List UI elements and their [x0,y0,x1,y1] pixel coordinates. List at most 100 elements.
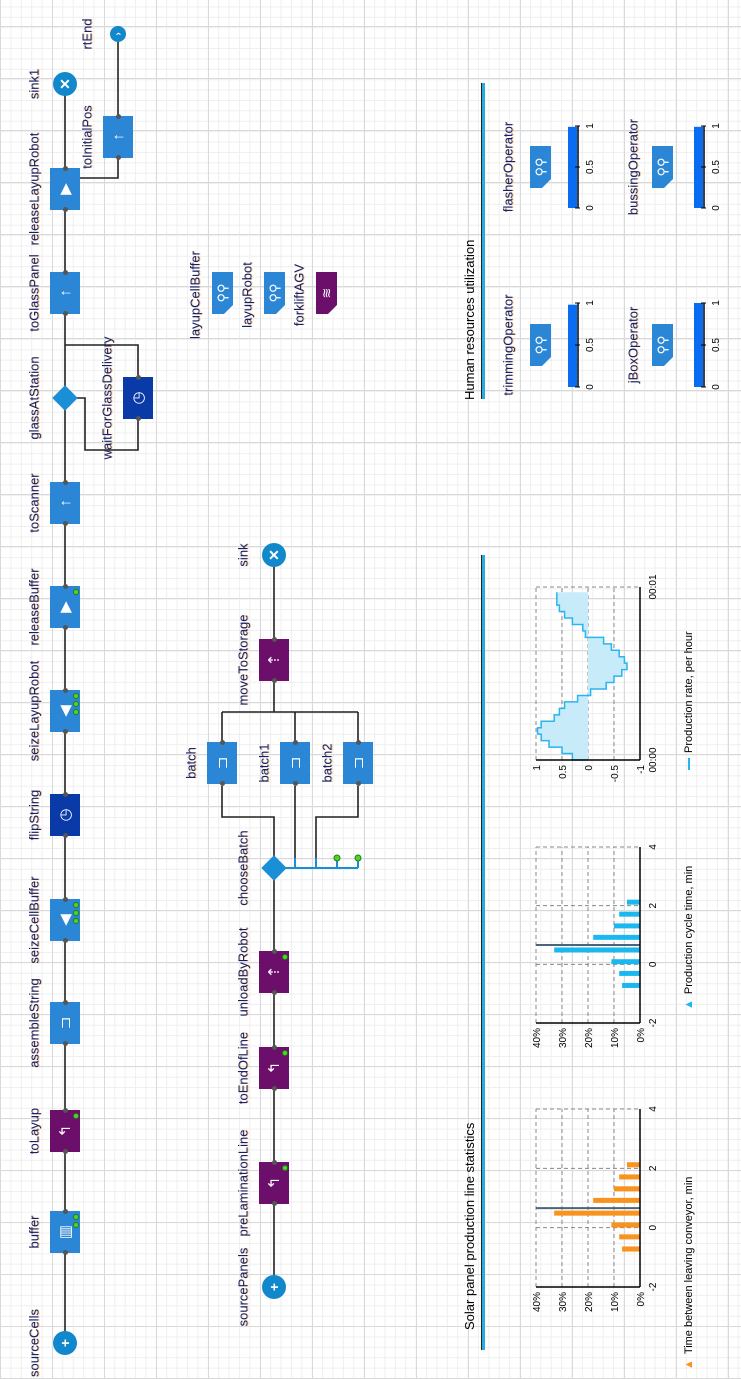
out-port[interactable] [62,584,68,589]
out-port[interactable] [62,792,68,797]
out-port[interactable] [62,688,68,693]
unconnected-port[interactable] [73,918,79,924]
in-port[interactable] [62,1149,68,1154]
in-port[interactable] [355,781,361,786]
unconnected-port[interactable] [73,701,79,707]
unconnected-port[interactable] [282,1050,288,1056]
connector[interactable] [76,157,119,179]
unconnected-port[interactable] [73,910,79,916]
unconnected-port[interactable] [73,693,79,699]
connector[interactable] [76,397,139,451]
operator-pool-tile[interactable]: ⚲⚲ [652,146,673,188]
utilization-bar [694,126,703,208]
in-port[interactable] [62,311,68,316]
in-port[interactable] [62,1250,68,1255]
hist1-bar [627,1162,640,1168]
connector[interactable] [315,786,359,858]
out-port[interactable] [271,637,277,642]
resource-forkliftagv[interactable]: ≋ [316,272,337,314]
in-port[interactable] [62,521,68,526]
unconnected-port[interactable] [354,854,362,862]
in-port[interactable] [115,155,121,160]
block-to-glass-panel[interactable]: ↑ [50,272,80,314]
block-rt-end[interactable]: › [110,26,126,42]
out-port[interactable] [271,1160,277,1165]
out-port[interactable] [355,740,361,745]
unconnected-port[interactable] [73,1113,79,1119]
block-batch[interactable]: ⊐ [207,742,237,784]
hist2-legend-label: Production cycle time, min [683,865,695,995]
move-to-icon: ↑ [109,133,127,141]
in-port[interactable] [271,1086,277,1091]
axis-tick-label: 0 [711,384,722,390]
connector[interactable] [221,786,275,858]
block-sink[interactable]: ✕ [262,543,286,567]
out-port[interactable] [271,949,277,954]
in-port[interactable] [62,938,68,943]
hist2-bar [619,911,641,917]
operator-pool-tile[interactable]: ⚲⚲ [652,324,673,366]
in-port[interactable] [271,990,277,995]
operator-pool-tile[interactable]: ⚲⚲ [530,146,551,188]
in-port[interactable] [219,781,225,786]
unconnected-port[interactable] [73,589,79,595]
block-sink1[interactable]: ✕ [53,72,77,96]
unconnected-port[interactable] [73,1214,79,1220]
out-port[interactable] [62,1209,68,1214]
block-to-initial-pos[interactable]: ↑ [103,116,133,158]
block-batch2[interactable]: ⊐ [343,742,373,784]
unconnected-port[interactable] [333,854,341,862]
move-by-icon: ↰ [266,1061,283,1075]
out-port[interactable] [62,166,68,171]
unconnected-port[interactable] [73,1222,79,1228]
block-batch1[interactable]: ⊐ [280,742,310,784]
in-port[interactable] [62,833,68,838]
block-flip-string[interactable]: ◷ [50,794,80,836]
out-port[interactable] [62,1108,68,1113]
connector[interactable] [221,555,359,744]
unconnected-port[interactable] [73,709,79,715]
in-port[interactable] [62,1041,68,1046]
block-source-panels[interactable]: + [262,1275,286,1299]
out-port[interactable] [271,1045,277,1050]
connector[interactable] [65,344,139,378]
in-port[interactable] [271,678,277,683]
unconnected-port[interactable] [73,902,79,908]
in-port[interactable] [62,729,68,734]
resource-layupcellbuffer[interactable]: ⚲⚲ [212,272,233,314]
out-port[interactable] [135,375,141,380]
out-port[interactable] [292,740,298,745]
in-port[interactable] [271,1201,277,1206]
plot-y-tick-label: 0.5 [558,765,569,779]
unconnected-port[interactable] [282,1165,288,1171]
out-port[interactable] [62,1000,68,1005]
resource-label: layupCellBuffer [187,251,203,339]
out-port[interactable] [62,897,68,902]
block-move-to-storage[interactable]: ⇡ [259,639,289,681]
utilization-bar [694,303,703,387]
block-wait-for-glass-delivery[interactable]: ◷ [123,377,153,419]
people-icon: ⚲⚲ [532,157,548,177]
block-label: toScanner [26,473,42,533]
move-to-icon: ↑ [56,499,74,507]
hist1-x-tick-label: 2 [648,1165,659,1171]
plot-x-tick-label: 00:01 [648,574,659,599]
in-port[interactable] [62,207,68,212]
block-label: seizeCellBuffer [26,876,42,964]
unconnected-port[interactable] [282,954,288,960]
block-to-scanner[interactable]: ↑ [50,482,80,524]
in-port[interactable] [292,781,298,786]
out-port[interactable] [62,270,68,275]
block-source-cells[interactable]: + [53,1331,77,1355]
operator-pool-tile[interactable]: ⚲⚲ [530,324,551,366]
clock-icon: ◷ [57,808,74,822]
in-port[interactable] [135,416,141,421]
in-port[interactable] [62,625,68,630]
block-release-layup-robot[interactable]: ▶ [50,168,80,210]
block-assemble-string[interactable]: ⊐ [50,1002,80,1044]
resource-layuprobot[interactable]: ⚲⚲ [264,272,285,314]
out-port[interactable] [115,114,121,119]
out-port[interactable] [219,740,225,745]
out-port[interactable] [62,480,68,485]
